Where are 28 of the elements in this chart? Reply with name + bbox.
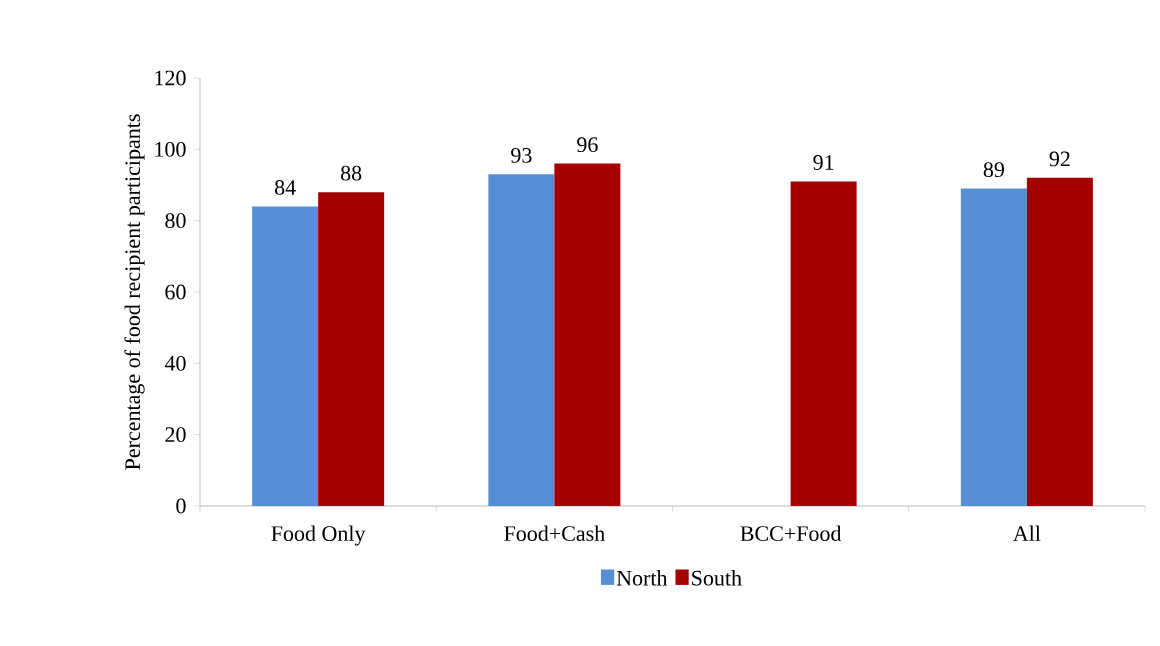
y-tick-label: 120 bbox=[155, 70, 186, 86]
y-tick-label: 0 bbox=[176, 498, 186, 514]
data-label: 92 bbox=[1049, 151, 1070, 167]
legend-label: North bbox=[616, 570, 668, 586]
y-axis-title: Percentage of food recipient participants bbox=[124, 114, 145, 470]
legend-label: South bbox=[692, 570, 742, 586]
data-label: 84 bbox=[274, 180, 296, 195]
x-tick-label: All bbox=[1013, 525, 1041, 541]
bar bbox=[554, 163, 621, 506]
y-tick-label: 20 bbox=[165, 427, 186, 443]
y-tick-label: 40 bbox=[164, 355, 186, 371]
bar bbox=[318, 192, 385, 506]
bar bbox=[1026, 177, 1093, 506]
data-label: 89 bbox=[983, 162, 1004, 178]
bar bbox=[488, 174, 555, 506]
x-tick-label: Food+Cash bbox=[504, 525, 605, 542]
y-tick-label: 80 bbox=[165, 213, 186, 229]
x-tick-label: Food Only bbox=[271, 525, 366, 546]
y-tick-label: 100 bbox=[155, 141, 186, 157]
y-tick-label: 60 bbox=[165, 284, 186, 300]
data-label: 93 bbox=[511, 147, 532, 163]
data-label: 91 bbox=[813, 155, 834, 170]
bar bbox=[790, 181, 857, 506]
data-label: 96 bbox=[577, 137, 598, 153]
data-label: 88 bbox=[340, 165, 362, 181]
bar bbox=[960, 188, 1027, 506]
bar bbox=[252, 206, 319, 506]
x-tick-label: BCC+Food bbox=[740, 525, 842, 542]
